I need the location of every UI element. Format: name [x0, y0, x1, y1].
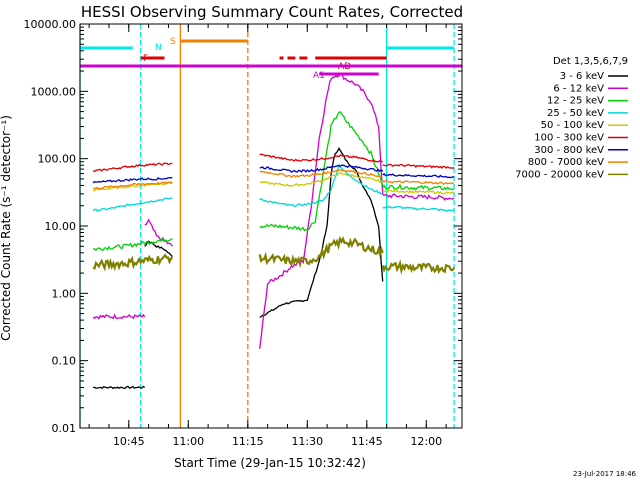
legend-label-7: 800 - 7000 keV [528, 157, 604, 168]
series-line-3-seg-1 [259, 163, 383, 208]
series-line-4-seg-2 [382, 189, 455, 195]
legend-label-6: 300 - 800 keV [534, 145, 604, 156]
legend-label-8: 7000 - 20000 keV [515, 169, 604, 180]
flag-label-a1: A1 [313, 71, 325, 81]
series-line-3-seg-0 [92, 197, 173, 212]
flag-label-f: F [143, 54, 148, 64]
series-line-7-seg-0 [92, 181, 173, 190]
legend-label-3: 25 - 50 keV [547, 108, 604, 119]
chart-title: HESSI Observing Summary Count Rates, Cor… [81, 3, 463, 21]
series-line-6-seg-2 [382, 172, 455, 179]
series-line-4-seg-1 [259, 172, 383, 187]
y-tick-label-4: 1.00 [52, 287, 77, 300]
y-axis-label: Corrected Count Rate (s⁻¹ detector⁻¹) [0, 115, 13, 341]
legend-label-1: 6 - 12 keV [553, 83, 604, 94]
series-line-5-seg-1 [259, 153, 383, 163]
y-tick-label-0: 10000.00 [24, 18, 77, 31]
series-line-3-seg-2 [382, 205, 455, 212]
x-tick-label-1: 11:00 [172, 435, 204, 448]
series-line-1-seg-1 [144, 218, 173, 247]
legend-label-2: 12 - 25 keV [547, 96, 604, 107]
series-line-8-seg-2 [381, 259, 456, 275]
legend-label-0: 3 - 6 keV [560, 71, 604, 82]
y-tick-label-1: 1000.00 [31, 85, 77, 98]
legend-label-5: 100 - 300 keV [534, 133, 604, 144]
series-line-1-seg-0 [92, 313, 146, 320]
series-line-5-seg-0 [92, 162, 173, 173]
series-line-0-seg-0 [93, 385, 146, 390]
x-tick-label-4: 11:45 [351, 435, 383, 448]
series-line-2-seg-1 [259, 111, 384, 232]
x-tick-label-5: 12:00 [410, 435, 442, 448]
y-tick-label-2: 100.00 [38, 153, 77, 166]
x-tick-label-0: 10:45 [113, 435, 145, 448]
series-line-8-seg-0 [92, 253, 174, 272]
flag-label-s: S [170, 37, 176, 47]
series-line-0-seg-1 [144, 240, 173, 258]
series-line-1-seg-2 [259, 73, 384, 349]
series-line-7-seg-1 [259, 169, 383, 179]
y-tick-label-3: 10.00 [45, 220, 77, 233]
footer-date: 23-Jul-2017 18:46 [573, 470, 637, 478]
series-line-6-seg-0 [92, 176, 173, 184]
series-line-2-seg-2 [382, 183, 455, 191]
x-tick-label-2: 11:15 [232, 435, 264, 448]
series-line-1-seg-3 [382, 193, 455, 201]
y-tick-label-5: 0.10 [52, 355, 77, 368]
y-tick-label-6: 0.01 [52, 422, 77, 435]
plot-area: NSFADA110000.001000.00100.0010.001.000.1… [24, 18, 463, 448]
legend-title: Det 1,3,5,6,7,9 [553, 56, 628, 67]
legend-label-4: 50 - 100 keV [541, 120, 605, 131]
series-line-7-seg-2 [382, 179, 455, 185]
series-line-6-seg-1 [259, 164, 384, 174]
x-tick-label-3: 11:30 [291, 435, 323, 448]
flag-label-n: N [155, 43, 162, 53]
x-axis-label: Start Time (29-Jan-15 10:32:42) [174, 456, 366, 470]
series-line-2-seg-0 [92, 237, 173, 252]
series-line-5-seg-2 [382, 163, 455, 169]
series-line-8-seg-1 [258, 235, 384, 269]
